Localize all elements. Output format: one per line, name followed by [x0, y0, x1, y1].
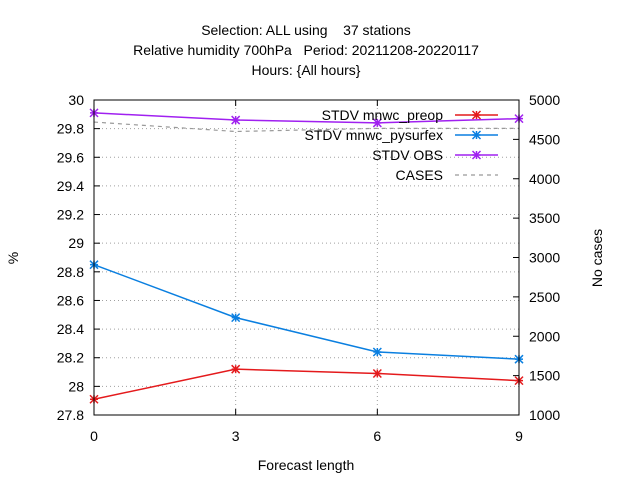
- legend-marker-stdv-obs: [471, 150, 482, 160]
- legend-marker-stdv-mnwc-pysurfex: [471, 130, 482, 140]
- y2-tick-label: 3500: [529, 210, 560, 226]
- data-point-stdv-mnwc-pysurfex: [372, 347, 382, 357]
- legend: STDV mnwc_preop STDV mnwc_pysurfex STDV OB…: [305, 107, 498, 183]
- series-group: [89, 108, 524, 404]
- chart-title: Selection: ALL using 37 stations Relative…: [133, 22, 479, 78]
- y-tick-label: 29.4: [57, 178, 84, 194]
- legend-marker-stdv-mnwc-preop: [471, 110, 482, 120]
- x-axis-label: Forecast length: [258, 457, 355, 473]
- series-line-stdv-mnwc-preop: [93, 368, 520, 400]
- y2-tick-label: 2000: [529, 328, 560, 344]
- data-point-stdv-obs: [231, 115, 241, 125]
- data-point-stdv-mnwc-preop: [372, 368, 382, 379]
- data-point-stdv-mnwc-pysurfex: [231, 313, 241, 323]
- y2-tick-label: 4000: [529, 171, 560, 187]
- data-point-stdv-obs: [372, 118, 382, 128]
- grid-lines: [94, 100, 519, 415]
- axis-ticks: 27.8 28 28.2 28.4 28.6 28.8 29 29.2 29.4 29.6 29.8…: [57, 92, 561, 444]
- y-tick-label: 29.8: [57, 121, 84, 137]
- y-tick-label: 27.8: [57, 407, 84, 423]
- legend-label-stdv-obs: STDV OBS: [372, 147, 443, 163]
- series-line-cases: [93, 121, 519, 133]
- y2-tick-label: 2500: [529, 289, 560, 305]
- title-line-1: Selection: ALL using 37 stations: [201, 22, 411, 38]
- x-tick-label: 6: [373, 428, 381, 444]
- series-line-stdv-obs: [93, 112, 520, 124]
- title-line-3: Hours: {All hours}: [252, 62, 361, 78]
- legend-label-cases: CASES: [396, 167, 443, 183]
- y2-axis-label: No cases: [589, 229, 605, 287]
- y-tick-label: 30: [68, 92, 84, 108]
- title-line-2: Relative humidity 700hPa Period: 2021120…: [133, 42, 479, 58]
- series-line-stdv-mnwc-pysurfex: [93, 263, 520, 360]
- y2-tick-label: 4500: [529, 131, 560, 147]
- plot-frame: [93, 99, 520, 416]
- legend-label-stdv-mnwc-preop: STDV mnwc_preop: [322, 107, 444, 123]
- y-tick-label: 28.6: [57, 292, 84, 308]
- y-tick-label: 29.6: [57, 149, 84, 165]
- y-tick-label: 28.4: [57, 321, 84, 337]
- x-tick-label: 3: [232, 428, 240, 444]
- y-tick-label: 29: [68, 235, 84, 251]
- x-tick-label: 9: [515, 428, 523, 444]
- y2-tick-label: 5000: [529, 92, 560, 108]
- y-tick-label: 29.2: [57, 207, 84, 223]
- y-tick-label: 28.2: [57, 350, 84, 366]
- y-axis-label: %: [5, 252, 21, 264]
- legend-label-stdv-mnwc-pysurfex: STDV mnwc_pysurfex: [305, 127, 443, 143]
- y2-tick-label: 1500: [529, 368, 560, 384]
- y-tick-label: 28: [68, 378, 84, 394]
- y-tick-label: 28.8: [57, 264, 84, 280]
- x-tick-label: 0: [90, 428, 98, 444]
- data-point-stdv-mnwc-preop: [231, 364, 241, 374]
- y2-tick-label: 1000: [529, 407, 560, 423]
- y2-tick-label: 3000: [529, 250, 560, 266]
